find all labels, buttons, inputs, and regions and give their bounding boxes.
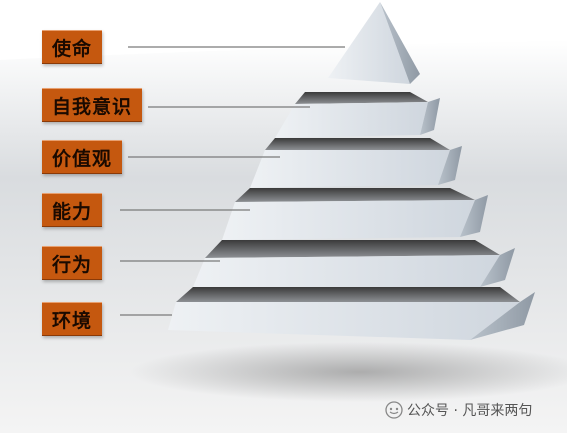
- level-label-3: 价值观: [42, 140, 123, 174]
- leader-lines: [120, 46, 345, 316]
- wechat-icon: [385, 401, 403, 419]
- pyramid-tier-4: [222, 188, 488, 240]
- pyramid-tier-2: [275, 92, 440, 138]
- watermark-text: 公众号 · 凡哥来两句: [407, 403, 533, 419]
- pyramid-apex: [328, 2, 420, 84]
- pyramid-tier-3: [250, 138, 462, 188]
- pyramid-tier-5: [193, 240, 515, 287]
- level-label-6: 环境: [42, 302, 103, 336]
- watermark: 公众号 · 凡哥来两句: [385, 400, 532, 420]
- pyramid-shadow: [130, 342, 567, 402]
- level-label-4: 能力: [42, 193, 103, 227]
- pyramid-tier-6: [168, 287, 535, 340]
- level-label-2: 自我意识: [42, 88, 143, 122]
- level-label-1: 使命: [42, 30, 103, 64]
- level-label-5: 行为: [42, 246, 103, 280]
